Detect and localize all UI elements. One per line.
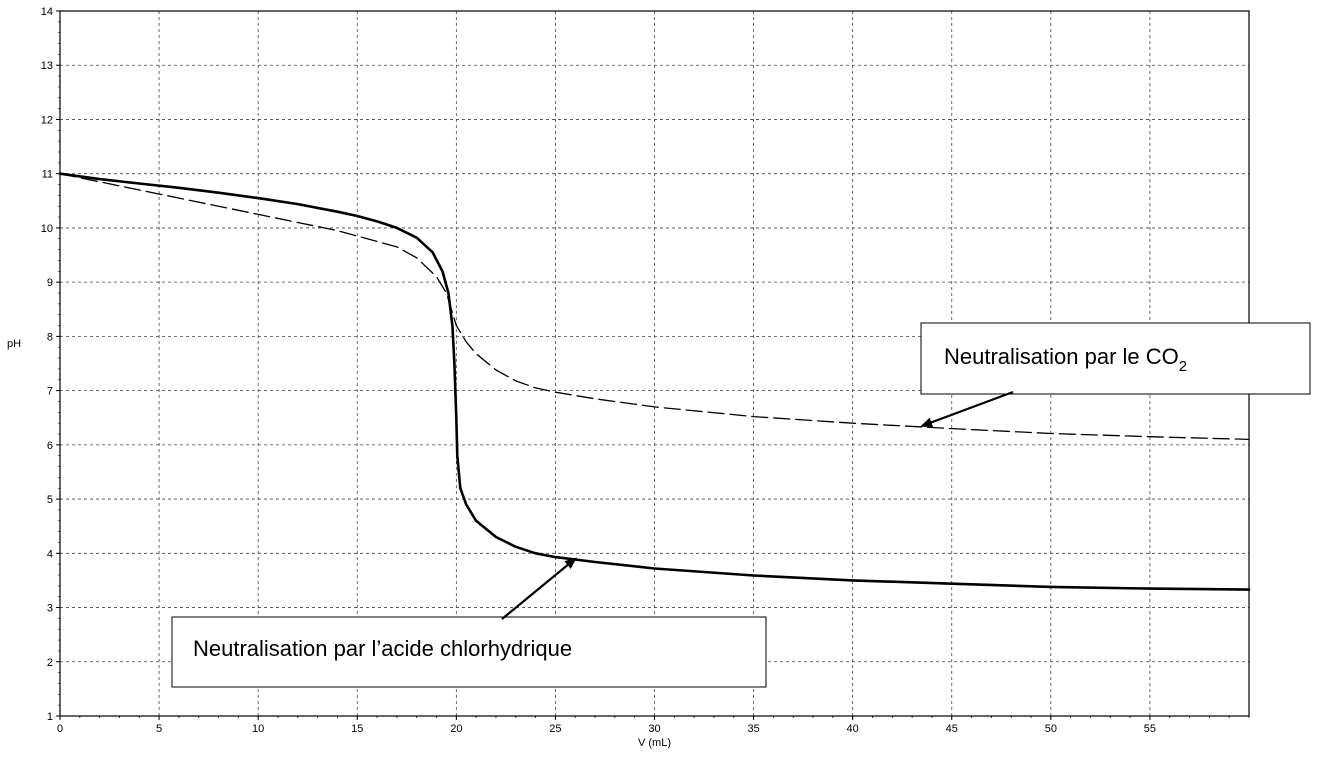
- y-tick-label: 6: [47, 440, 53, 452]
- annotation-co2: Neutralisation par le CO2: [920, 322, 1311, 428]
- y-tick-label: 2: [47, 657, 53, 669]
- annotation-hcl-arrow: [501, 557, 577, 620]
- y-axis-label: pH: [7, 338, 21, 350]
- x-tick-label: 45: [946, 723, 958, 735]
- y-tick-label: 7: [47, 386, 53, 398]
- y-tick-label: 14: [41, 6, 53, 18]
- x-tick-label: 50: [1045, 723, 1057, 735]
- annotation-co2-main: Neutralisation par le CO: [944, 344, 1179, 369]
- annotation-co2-box: [920, 322, 1311, 395]
- x-tick-label: 20: [450, 723, 462, 735]
- x-tick-label: 10: [252, 723, 264, 735]
- x-tick-label: 0: [57, 723, 63, 735]
- y-tick-label: 8: [47, 331, 53, 343]
- y-tick-label: 4: [47, 548, 53, 560]
- annotation-hcl-text: Neutralisation par l’acide chlorhydrique: [193, 636, 572, 661]
- annotation-co2-arrow: [920, 390, 1014, 428]
- x-tick-label: 30: [648, 723, 660, 735]
- y-tick-label: 12: [41, 114, 53, 126]
- series-group: [58, 172, 1251, 591]
- y-tick-label: 10: [41, 223, 53, 235]
- x-tick-label: 5: [156, 723, 162, 735]
- y-tick-label: 1: [47, 711, 53, 723]
- y-tick-label: 11: [42, 169, 53, 181]
- annotation-co2-subscript: 2: [1179, 358, 1187, 375]
- x-tick-label: 55: [1144, 723, 1156, 735]
- y-tick-label: 3: [47, 603, 53, 615]
- annotation-co2-text: Neutralisation par le CO2: [944, 344, 1187, 375]
- x-tick-label: 40: [847, 723, 859, 735]
- x-tick-label: 15: [351, 723, 363, 735]
- y-tick-label: 5: [47, 494, 53, 506]
- x-tick-label: 25: [549, 723, 561, 735]
- series-line-co2: [59, 173, 1250, 441]
- annotation-hcl: Neutralisation par l’acide chlorhydrique: [171, 557, 767, 688]
- annotation-hcl-box: [171, 616, 767, 688]
- series-line-hcl: [58, 172, 1251, 591]
- y-tick-label: 9: [47, 277, 53, 289]
- x-tick-label: 35: [747, 723, 759, 735]
- x-axis-label: V (mL): [638, 737, 671, 749]
- y-tick-label: 13: [41, 60, 53, 72]
